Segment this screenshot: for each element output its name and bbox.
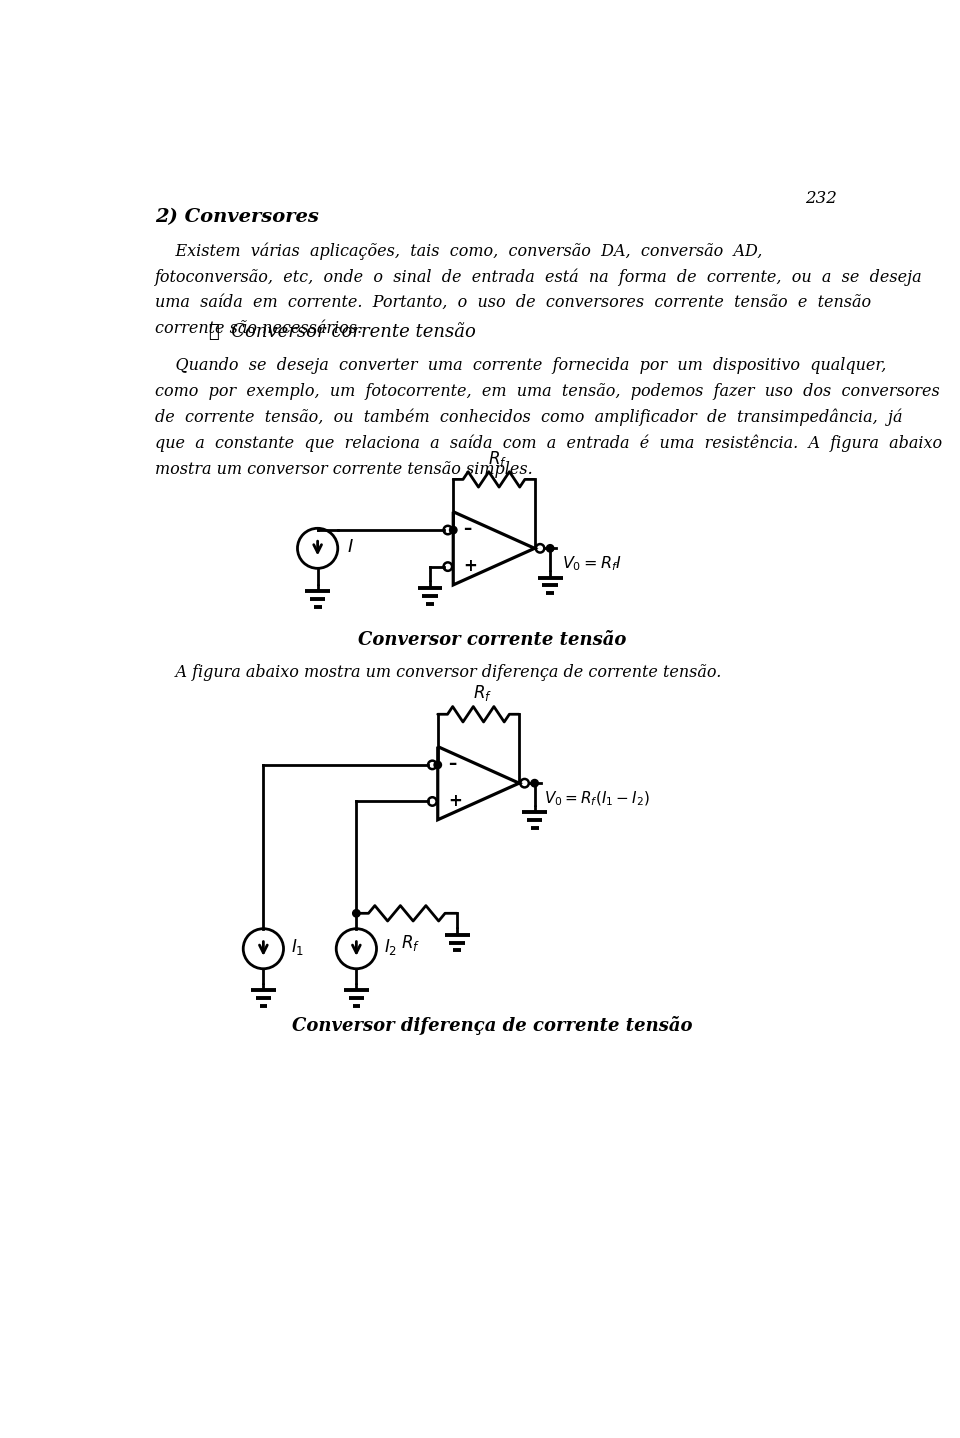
Circle shape	[546, 545, 554, 552]
Circle shape	[434, 761, 442, 768]
Text: +: +	[464, 557, 477, 575]
Text: $I_1$: $I_1$	[291, 938, 304, 958]
Text: uma  saída  em  corrente.  Portanto,  o  uso  de  conversores  corrente  tensão : uma saída em corrente. Portanto, o uso d…	[155, 295, 871, 311]
Text: +: +	[447, 792, 462, 810]
Text: mostra um conversor corrente tensão simples.: mostra um conversor corrente tensão simp…	[155, 460, 533, 477]
Circle shape	[531, 779, 539, 787]
Text: $R_f$: $R_f$	[401, 933, 420, 952]
Circle shape	[449, 526, 457, 533]
Text: ✓  Conversor corrente tensão: ✓ Conversor corrente tensão	[209, 324, 476, 341]
Text: Conversor diferença de corrente tensão: Conversor diferença de corrente tensão	[292, 1017, 692, 1035]
Text: $I$: $I$	[348, 538, 354, 555]
Text: Quando  se  deseja  converter  uma  corrente  fornecida  por  um  dispositivo  q: Quando se deseja converter uma corrente …	[155, 358, 886, 374]
Text: Existem  várias  aplicações,  tais  como,  conversão  DA,  conversão  AD,: Existem várias aplicações, tais como, co…	[155, 243, 762, 260]
Text: fotoconversão,  etc,  onde  o  sinal  de  entrada  está  na  forma  de  corrente: fotoconversão, etc, onde o sinal de entr…	[155, 269, 923, 286]
Text: Conversor corrente tensão: Conversor corrente tensão	[358, 631, 626, 650]
Text: de  corrente  tensão,  ou  também  conhecidos  como  amplificador  de  transimpe: de corrente tensão, ou também conhecidos…	[155, 408, 902, 427]
Text: –: –	[447, 755, 456, 774]
Text: $I_2$: $I_2$	[384, 938, 397, 958]
Text: $R_f$: $R_f$	[472, 683, 492, 703]
Circle shape	[352, 910, 360, 917]
Text: que  a  constante  que  relaciona  a  saída  com  a  entrada  é  uma  resistênci: que a constante que relaciona a saída co…	[155, 434, 942, 452]
Text: $R_f$: $R_f$	[489, 449, 508, 469]
Text: $V_0 = R_f(I_1 - I_2)$: $V_0 = R_f(I_1 - I_2)$	[544, 789, 650, 808]
Text: 2) Conversores: 2) Conversores	[155, 209, 319, 226]
Text: 232: 232	[805, 190, 837, 207]
Text: corrente são necessários.: corrente são necessários.	[155, 321, 362, 336]
Text: $V_0 = R_f I$: $V_0 = R_f I$	[562, 555, 622, 574]
Text: A figura abaixo mostra um conversor diferença de corrente tensão.: A figura abaixo mostra um conversor dife…	[155, 664, 721, 680]
Text: como  por  exemplo,  um  fotocorrente,  em  uma  tensão,  podemos  fazer  uso  d: como por exemplo, um fotocorrente, em um…	[155, 383, 940, 400]
Text: –: –	[464, 521, 471, 538]
